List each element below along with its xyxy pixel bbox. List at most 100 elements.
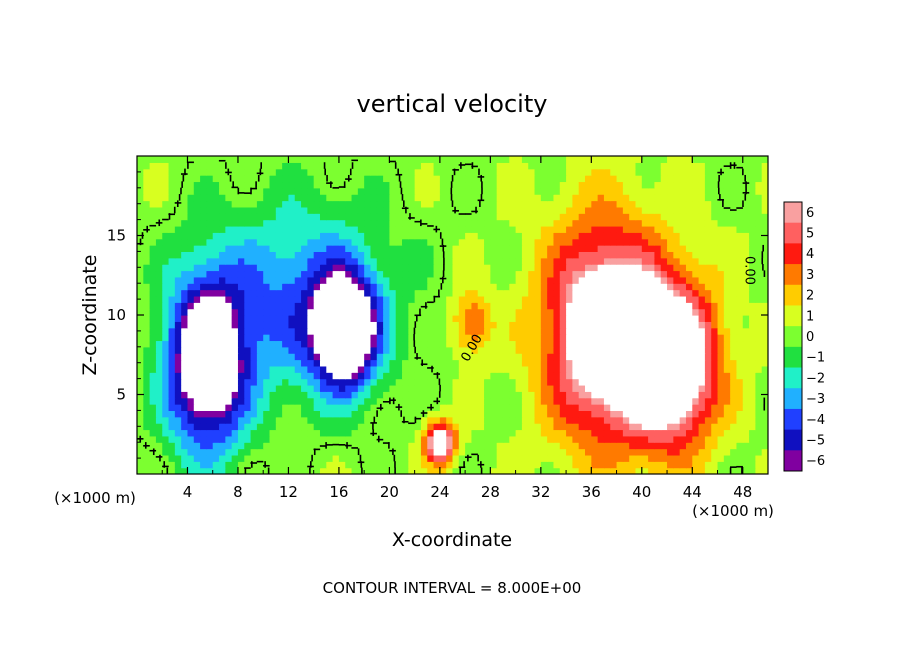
field-cell: [673, 429, 681, 437]
field-cell: [149, 175, 157, 183]
field-cell: [408, 353, 416, 361]
field-cell: [679, 461, 687, 469]
field-cell: [162, 238, 170, 246]
field-cell: [439, 384, 447, 392]
field-cell: [174, 391, 182, 399]
field-cell: [345, 276, 353, 284]
field-cell: [717, 391, 725, 399]
field-cell: [742, 238, 750, 246]
field-cell: [212, 289, 220, 297]
field-cell: [332, 308, 340, 316]
field-cell: [338, 461, 346, 469]
field-cell: [282, 232, 290, 240]
field-cell: [673, 327, 681, 335]
field-cell: [572, 162, 580, 170]
field-cell: [566, 340, 573, 348]
field-cell: [212, 302, 220, 310]
field-cell: [736, 397, 744, 405]
field-cell: [673, 461, 681, 469]
field-cell: [742, 461, 750, 469]
field-cell: [597, 168, 605, 176]
field-cell: [446, 264, 454, 272]
field-cell: [319, 391, 327, 399]
field-cell: [736, 289, 744, 297]
field-cell: [439, 448, 447, 456]
field-cell: [313, 391, 321, 399]
field-cell: [282, 264, 290, 272]
field-cell: [730, 334, 738, 342]
field-cell: [566, 435, 573, 443]
field-cell: [370, 264, 378, 272]
field-cell: [301, 365, 308, 373]
field-cell: [351, 378, 359, 386]
field-cell: [528, 289, 536, 297]
field-cell: [629, 378, 637, 386]
field-cell: [749, 423, 756, 431]
field-cell: [206, 257, 214, 265]
field-cell: [263, 467, 271, 474]
field-cell: [250, 435, 258, 443]
field-cell: [376, 397, 384, 405]
field-cell: [263, 404, 271, 411]
field-cell: [237, 295, 245, 303]
field-cell: [446, 181, 454, 189]
field-cell: [193, 334, 201, 342]
field-cell: [585, 340, 592, 348]
field-cell: [414, 289, 422, 297]
field-cell: [256, 257, 264, 265]
field-cell: [730, 365, 738, 373]
field-cell: [193, 168, 201, 176]
field-cell: [143, 435, 151, 443]
field-cell: [749, 168, 756, 176]
field-cell: [616, 404, 624, 411]
field-cell: [755, 295, 763, 303]
field-cell: [553, 442, 561, 450]
field-cell: [648, 315, 656, 322]
field-cell: [685, 295, 693, 303]
field-cell: [237, 175, 245, 183]
field-cell: [685, 225, 693, 233]
field-cell: [521, 213, 529, 221]
field-cell: [288, 181, 296, 189]
field-cell: [490, 308, 498, 316]
field-cell: [465, 467, 473, 474]
field-cell: [162, 264, 170, 272]
field-cell: [269, 156, 277, 163]
field-cell: [420, 232, 428, 240]
field-cell: [736, 378, 744, 386]
field-cell: [326, 391, 334, 399]
field-cell: [364, 461, 372, 469]
field-cell: [528, 359, 536, 367]
field-cell: [654, 276, 662, 284]
field-cell: [484, 213, 491, 221]
field-cell: [452, 423, 460, 431]
field-cell: [635, 175, 643, 183]
field-cell: [193, 283, 201, 291]
field-cell: [698, 423, 706, 431]
field-cell: [679, 289, 687, 297]
field-cell: [225, 454, 233, 462]
field-cell: [181, 461, 189, 469]
field-cell: [648, 365, 656, 373]
field-cell: [458, 391, 466, 399]
field-cell: [736, 206, 744, 214]
field-cell: [547, 372, 555, 380]
field-cell: [704, 423, 712, 431]
field-cell: [502, 442, 510, 450]
field-cell: [282, 410, 290, 418]
field-cell: [717, 302, 725, 310]
field-cell: [591, 416, 599, 424]
field-cell: [237, 423, 245, 431]
field-cell: [622, 404, 630, 411]
field-cell: [559, 206, 567, 214]
field-cell: [471, 321, 479, 329]
field-cell: [263, 225, 271, 233]
field-cell: [692, 404, 700, 411]
field-cell: [269, 404, 277, 411]
field-cell: [502, 435, 510, 443]
field-cell: [357, 423, 365, 431]
field-cell: [540, 276, 548, 284]
field-cell: [364, 397, 372, 405]
field-cell: [698, 225, 706, 233]
field-cell: [187, 302, 195, 310]
